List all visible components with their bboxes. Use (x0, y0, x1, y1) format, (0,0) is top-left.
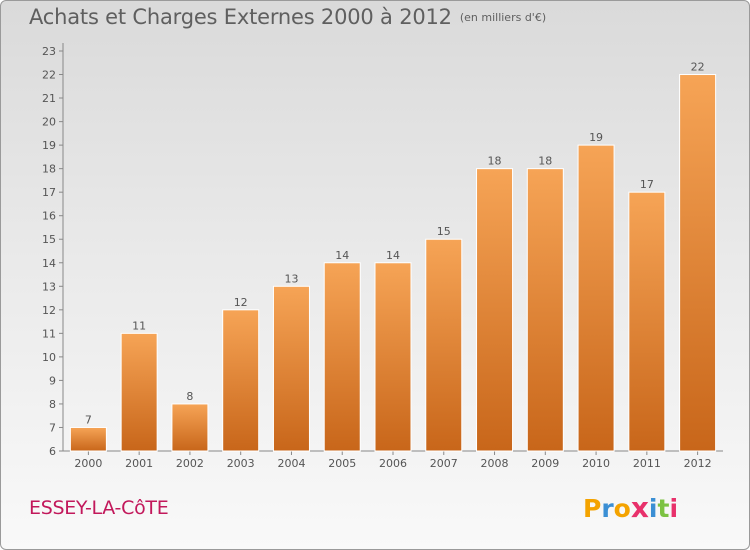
bar-2007 (425, 238, 463, 452)
y-tick-label: 15 (42, 233, 56, 246)
y-tick-label: 12 (42, 304, 56, 317)
data-label-2011: 17 (640, 178, 654, 191)
logo-letter: t (657, 494, 670, 523)
x-tick-label: 2001 (125, 457, 153, 470)
y-axis: 6 7 8 9 10 11 12 13 14 15 16 17 18 19 20 21 22 23 (42, 43, 64, 458)
data-label-2002: 8 (186, 390, 193, 403)
data-label-2008: 18 (488, 155, 502, 168)
y-tick-label: 18 (42, 163, 56, 176)
bar-2005 (323, 262, 361, 452)
y-tick-label: 23 (42, 45, 56, 58)
x-tick-label: 2010 (582, 457, 610, 470)
commune-name: ESSEY-LA-CôTE (29, 497, 169, 519)
x-tick-label: 2008 (481, 457, 509, 470)
data-label-2009: 18 (538, 155, 552, 168)
y-tick-label: 11 (42, 327, 56, 340)
x-tick-label: 2005 (328, 457, 356, 470)
bar-2003 (222, 309, 260, 452)
x-tick-label: 2009 (531, 457, 559, 470)
bar-2009 (526, 168, 564, 452)
y-tick-label: 16 (42, 210, 56, 223)
x-tick-label: 2011 (633, 457, 661, 470)
data-label-2006: 14 (386, 249, 400, 262)
data-label-2003: 12 (234, 296, 248, 309)
logo-letter: i (648, 494, 658, 523)
y-tick-label: 20 (42, 116, 56, 129)
y-tick-label: 9 (49, 374, 56, 387)
y-tick-label: 8 (49, 398, 56, 411)
x-tick-label: 2012 (684, 457, 712, 470)
y-tick-label: 17 (42, 186, 56, 199)
data-label-2000: 7 (85, 413, 92, 426)
x-tick-label: 2007 (430, 457, 458, 470)
bar-2000 (69, 426, 107, 452)
bar-2001 (120, 332, 158, 452)
bar-2010 (577, 144, 615, 452)
data-label-2010: 19 (589, 131, 603, 144)
chart-title-main: Achats et Charges Externes 2000 à 2012 (29, 5, 452, 29)
logo-letter: i (669, 494, 679, 523)
bar-2006 (374, 262, 412, 452)
y-tick-label: 6 (49, 445, 56, 458)
data-label-2012: 22 (691, 61, 705, 74)
bar-2002 (171, 403, 209, 452)
bar-2012 (679, 74, 717, 452)
x-axis: 2000 2001 2002 2003 2004 2005 2006 2007 2008 2009… (63, 450, 723, 470)
x-tick-label: 2003 (227, 457, 255, 470)
y-tick-label: 10 (42, 351, 56, 364)
logo-letter: x (630, 491, 649, 524)
x-tick-label: 2002 (176, 457, 204, 470)
proxiti-logo: Proxiti (583, 491, 678, 524)
y-tick-label: 13 (42, 280, 56, 293)
bar-2004 (272, 285, 310, 452)
chart-title: Achats et Charges Externes 2000 à 2012 (e… (29, 5, 546, 29)
logo-letter: P (583, 494, 602, 523)
y-tick-label: 7 (49, 421, 56, 434)
y-tick-label: 14 (42, 257, 56, 270)
bars: 7 11 8 12 13 14 14 15 18 18 19 17 22 (69, 61, 717, 452)
bar-2011 (628, 191, 666, 452)
logo-letter: o (613, 494, 631, 523)
y-tick-label: 21 (42, 92, 56, 105)
data-label-2004: 13 (284, 272, 298, 285)
data-label-2007: 15 (437, 225, 451, 238)
y-tick-label: 19 (42, 139, 56, 152)
x-tick-label: 2004 (277, 457, 305, 470)
bar-2008 (476, 168, 514, 452)
chart-title-unit: (en milliers d'€) (459, 11, 547, 24)
x-tick-label: 2006 (379, 457, 407, 470)
y-tick-label: 22 (42, 69, 56, 82)
data-label-2005: 14 (335, 249, 349, 262)
data-label-2001: 11 (132, 319, 146, 332)
x-tick-label: 2000 (74, 457, 102, 470)
logo-letter: r (601, 494, 614, 523)
